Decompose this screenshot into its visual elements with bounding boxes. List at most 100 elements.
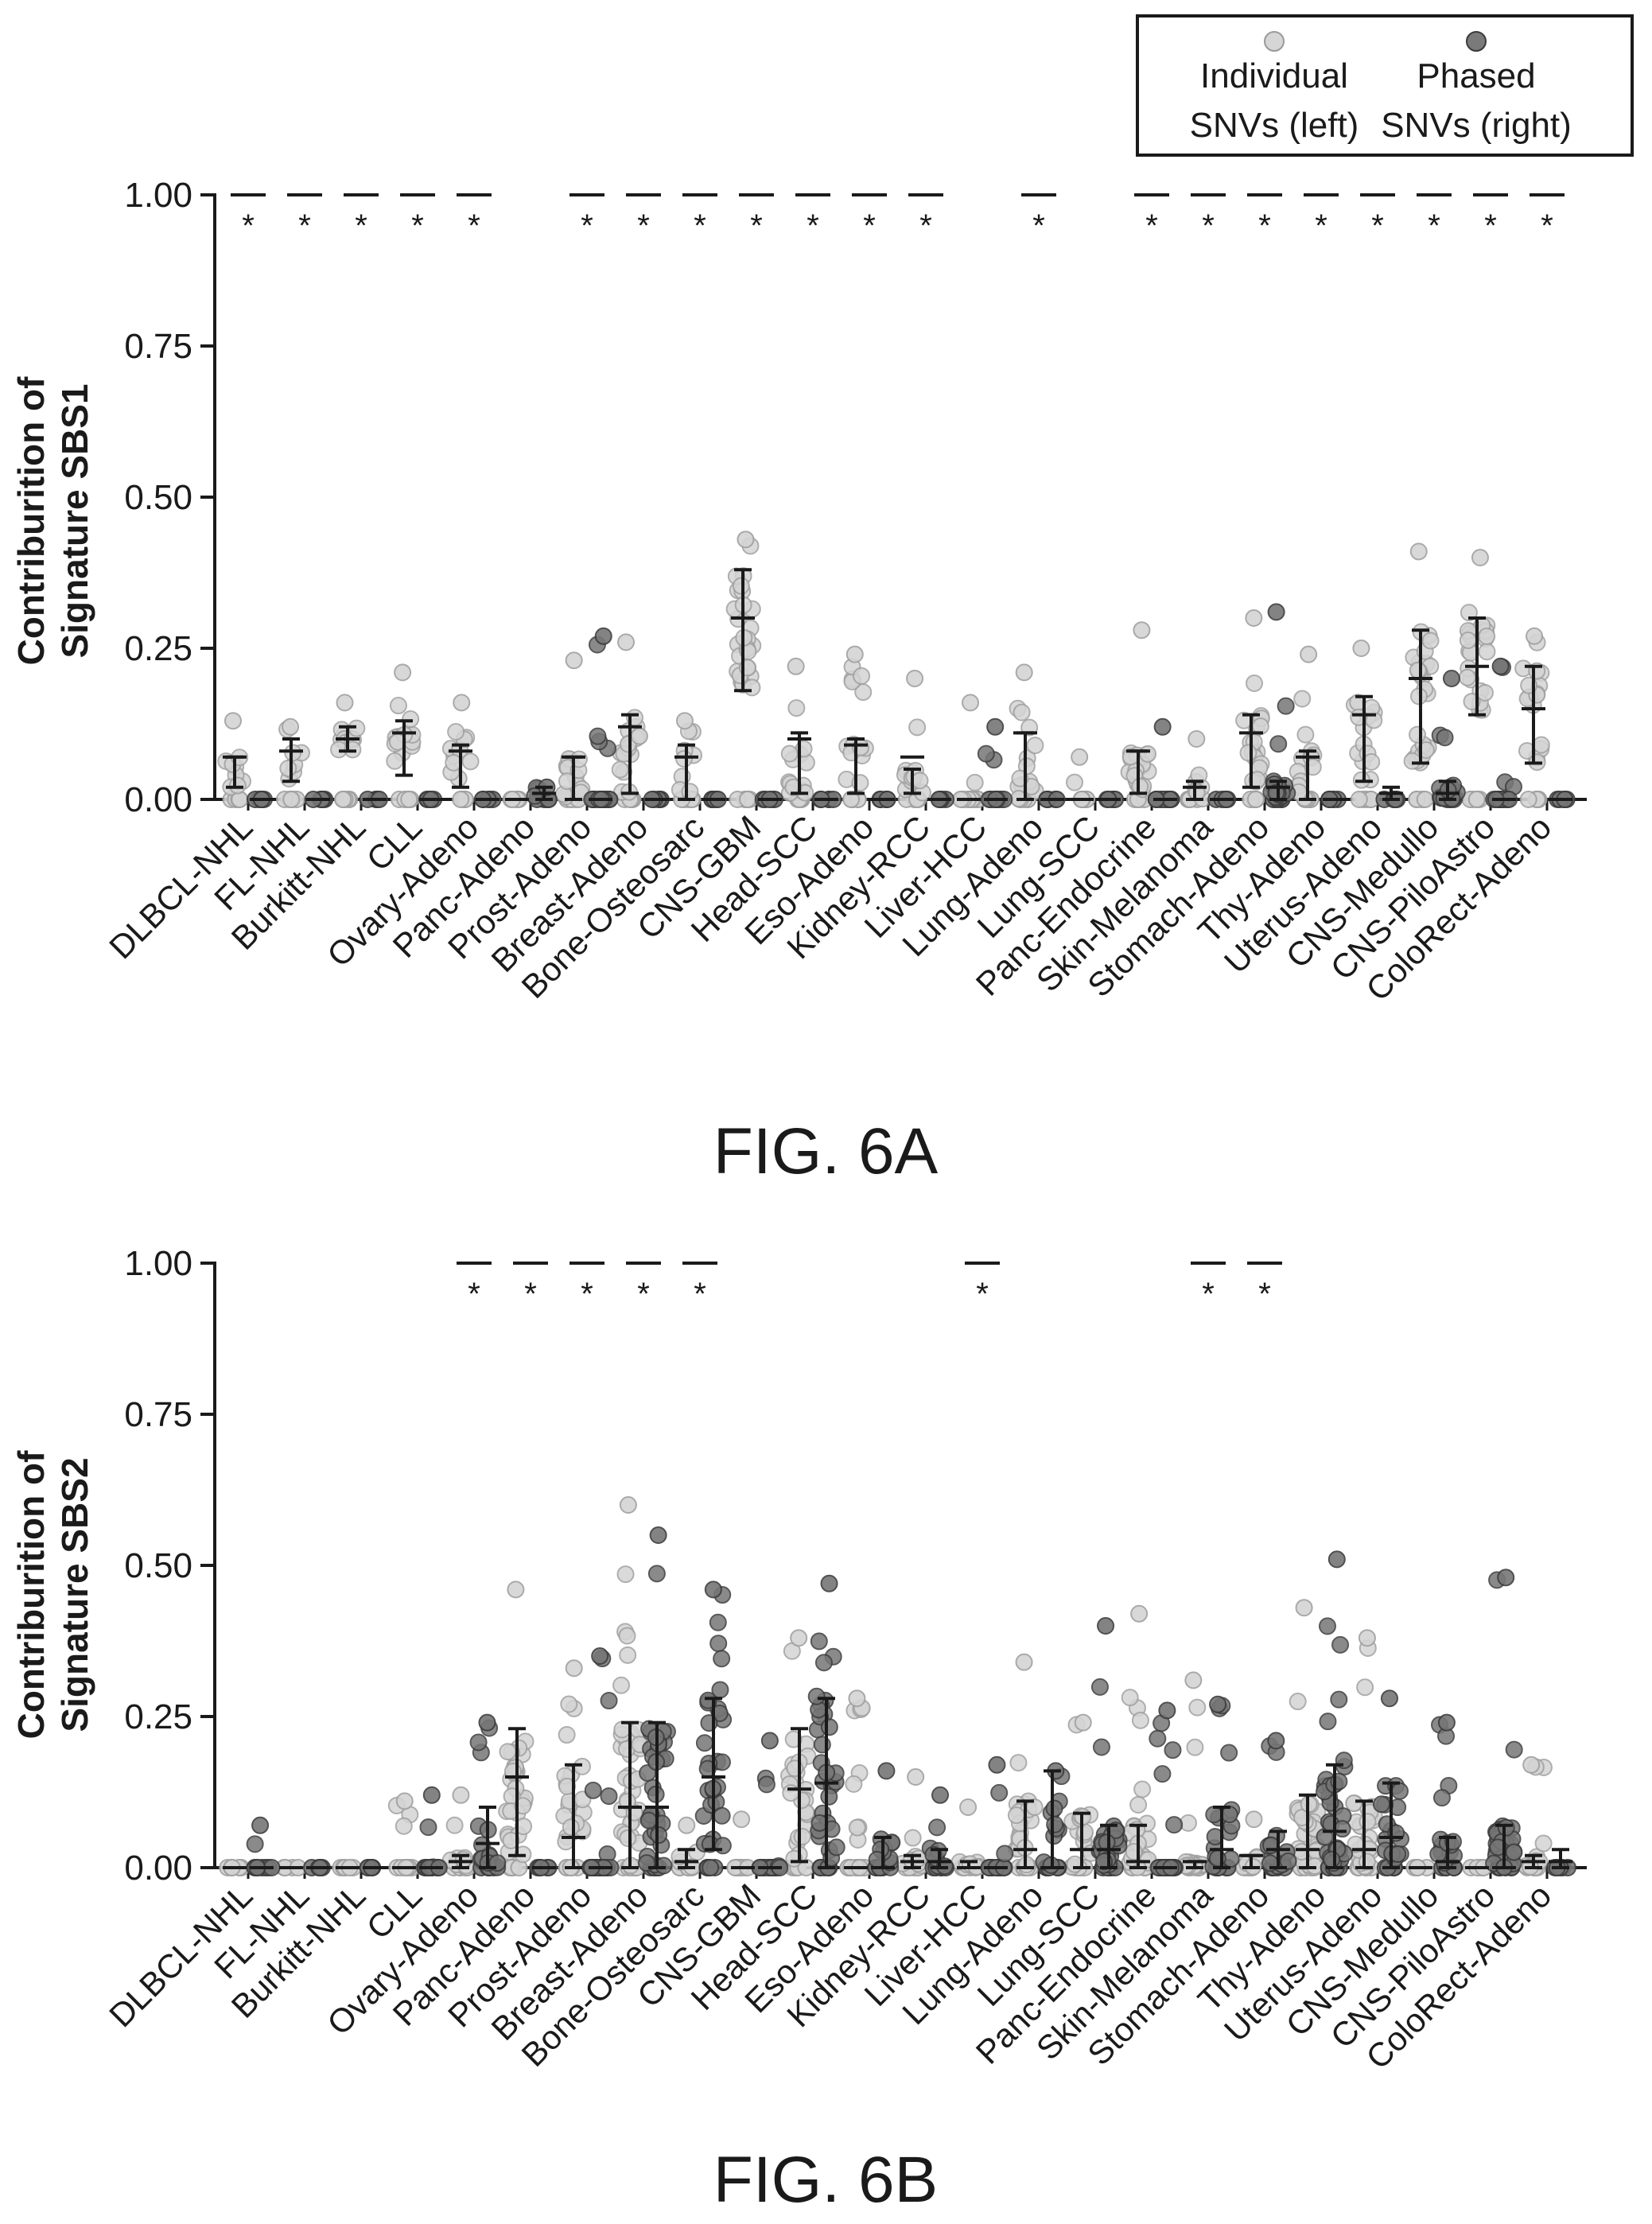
data-point — [695, 1734, 713, 1752]
data-point — [589, 727, 607, 745]
data-point — [1071, 748, 1089, 766]
data-point — [1245, 675, 1263, 693]
data-point — [790, 1629, 808, 1647]
data-point — [848, 1689, 866, 1708]
chart-b-xticklabels: DLBCL-NHLFL-NHLBurkitt-NHLCLLOvary-Adeno… — [102, 1876, 1558, 2077]
chart-b-ylabel-line2: Signature SBS2 — [54, 1457, 95, 1732]
significance-star: * — [1032, 208, 1045, 243]
data-point — [1318, 1617, 1336, 1635]
data-point — [1129, 1796, 1148, 1814]
data-point — [787, 657, 805, 675]
data-point — [619, 1829, 637, 1847]
data-point — [681, 783, 699, 801]
data-point — [1475, 683, 1494, 702]
data-point — [469, 1733, 488, 1752]
data-point — [743, 678, 761, 697]
data-point — [1209, 1695, 1227, 1713]
data-point — [1026, 737, 1044, 755]
data-point — [1478, 643, 1496, 661]
data-point — [784, 778, 803, 796]
data-point — [600, 1692, 618, 1710]
legend-phased-line2: SNVs (right) — [1381, 106, 1572, 145]
significance-star: * — [1428, 208, 1440, 243]
significance-star: * — [524, 1277, 537, 1312]
data-point — [1097, 1617, 1115, 1635]
data-point — [478, 1713, 496, 1732]
data-point — [445, 1816, 464, 1834]
significance-star: * — [1258, 1277, 1271, 1312]
data-point — [447, 723, 465, 741]
data-point — [877, 1762, 896, 1780]
data-point — [737, 531, 755, 549]
significance-star: * — [1202, 208, 1215, 243]
data-point — [739, 791, 757, 808]
data-point — [1331, 1635, 1350, 1654]
data-point — [1300, 645, 1318, 663]
data-point — [1188, 1698, 1207, 1717]
data-point — [1277, 697, 1295, 715]
data-point — [499, 1743, 517, 1761]
significance-star: * — [1258, 208, 1271, 243]
data-point — [713, 1837, 732, 1855]
data-point — [1409, 687, 1428, 706]
significance-star: * — [976, 1277, 989, 1312]
data-point — [1131, 1711, 1149, 1729]
data-point — [1187, 730, 1206, 748]
data-point — [1015, 1653, 1033, 1671]
data-point — [996, 1845, 1014, 1863]
data-point — [1380, 1689, 1398, 1708]
data-point — [904, 1829, 922, 1847]
data-point — [1279, 1852, 1297, 1870]
data-point — [502, 1831, 520, 1849]
data-point — [713, 1806, 731, 1825]
significance-star: * — [1145, 208, 1158, 243]
data-point — [584, 1781, 602, 1799]
data-point — [1153, 1765, 1172, 1783]
data-point — [1350, 791, 1368, 808]
data-point — [1459, 631, 1477, 649]
chart-a-ylabel-line2: Signature SBS1 — [54, 383, 95, 658]
data-point — [386, 752, 404, 770]
data-point — [1293, 690, 1312, 708]
data-point — [1220, 1806, 1238, 1824]
legend: Individual SNVs (left) Phased SNVs (righ… — [1136, 14, 1634, 157]
data-point — [1190, 766, 1208, 784]
data-point — [820, 1787, 838, 1806]
data-point — [400, 791, 418, 808]
significance-star: * — [637, 208, 650, 243]
data-point — [709, 1635, 728, 1653]
data-point — [853, 667, 871, 685]
data-point — [1437, 1713, 1456, 1732]
data-point — [814, 1654, 833, 1672]
data-point — [966, 773, 984, 791]
data-point — [647, 1565, 666, 1583]
data-point — [1267, 1732, 1285, 1750]
significance-star: * — [355, 208, 367, 243]
data-point — [452, 1786, 470, 1804]
significance-star: * — [1371, 208, 1384, 243]
data-point — [1133, 621, 1151, 640]
data-point — [1092, 1738, 1110, 1756]
data-point — [845, 645, 864, 663]
data-point — [1045, 1799, 1063, 1818]
data-point — [780, 745, 799, 763]
data-point — [422, 1786, 441, 1804]
data-point — [1323, 1850, 1341, 1868]
data-point — [639, 1811, 658, 1829]
data-point — [990, 1783, 1009, 1802]
data-point — [279, 760, 297, 778]
data-point — [389, 697, 407, 715]
data-point — [1074, 1713, 1092, 1732]
data-point — [395, 1817, 413, 1835]
data-point — [1245, 609, 1263, 627]
data-point — [1245, 1810, 1263, 1829]
data-point — [1267, 603, 1285, 621]
data-point — [1133, 1780, 1152, 1798]
significance-star: * — [242, 208, 255, 243]
legend-phased-line1: Phased — [1417, 56, 1535, 95]
data-point — [845, 1775, 863, 1793]
data-point — [282, 717, 300, 736]
data-point — [1164, 1741, 1182, 1759]
y-tick-label: 0.00 — [124, 780, 192, 819]
data-point — [709, 1613, 727, 1631]
